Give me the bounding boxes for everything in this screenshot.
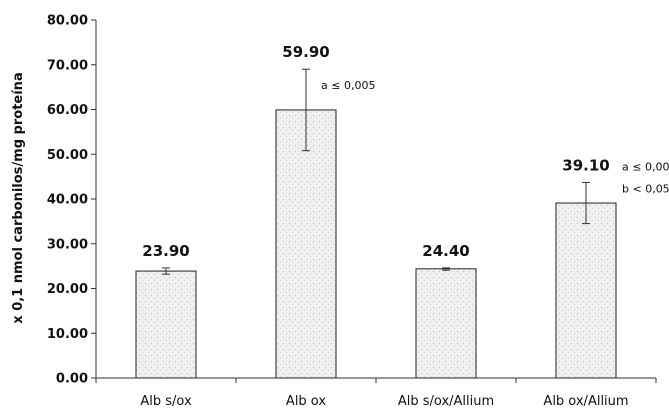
y-tick-label: 60.00 [47, 103, 88, 118]
bar [135, 270, 197, 379]
bars [135, 68, 617, 379]
bar [415, 268, 477, 379]
annotation: a ≤ 0,005, [622, 160, 669, 173]
y-tick-label: 10.00 [47, 327, 88, 342]
axes: 0.00 10.00 20.00 30.00 40.00 50.00 60.00 70.00 8… [47, 14, 657, 387]
y-tick-label: 80.00 [47, 14, 88, 29]
x-tick-label: Alb s/ox [140, 394, 192, 409]
y-tick-label: 30.00 [47, 237, 88, 252]
annotation: b < 0,05 [622, 182, 669, 195]
y-tick-label: 40.00 [47, 193, 88, 208]
x-tick-label: Alb ox [286, 394, 326, 409]
annotation: a ≤ 0,005 [321, 79, 375, 92]
bar [555, 202, 617, 379]
value-label: 24.40 [422, 242, 469, 260]
y-tick-label: 20.00 [47, 282, 88, 297]
labels: 23.90 Alb s/ox 59.90 Alb ox 24.40 Alb s/ox/Al… [140, 43, 669, 409]
value-label: 23.90 [142, 242, 189, 260]
x-tick-label: Alb ox/Allium [543, 394, 628, 409]
y-tick-label: 0.00 [56, 372, 88, 387]
value-label: 39.10 [562, 156, 609, 174]
y-tick-label: 70.00 [47, 58, 88, 73]
y-axis-label: x 0,1 nmol carbonilos/mg proteína [11, 72, 26, 323]
x-tick-label: Alb s/ox/Allium [398, 394, 494, 409]
y-tick-label: 50.00 [47, 148, 88, 163]
value-label: 59.90 [282, 43, 329, 61]
